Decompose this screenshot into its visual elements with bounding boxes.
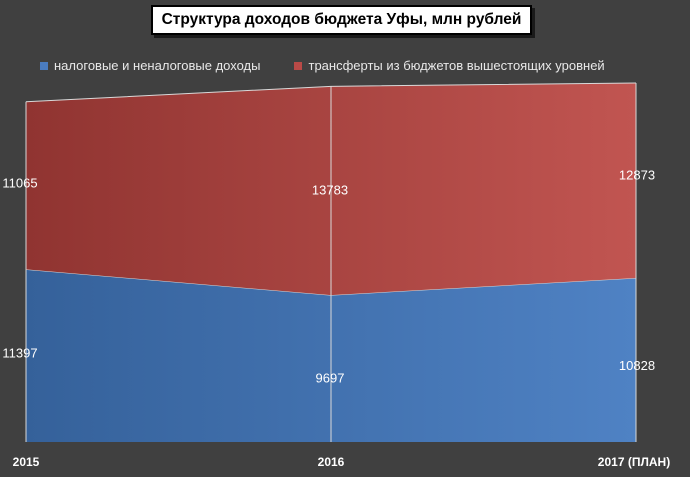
x-tick-label: 2015	[13, 455, 40, 469]
legend-label-transfers: трансферты из бюджетов вышестоящих уровн…	[308, 58, 605, 73]
data-label: 13783	[312, 183, 348, 198]
legend-swatch-red	[294, 61, 303, 70]
data-label: 11397	[2, 346, 37, 361]
data-label: 10828	[619, 358, 655, 373]
legend-item-tax-revenue: налоговые и неналоговые доходы	[40, 58, 260, 73]
data-label: 11065	[2, 176, 37, 191]
chart-title: Структура доходов бюджета Уфы, млн рубле…	[151, 5, 532, 35]
chart-legend: налоговые и неналоговые доходы трансферт…	[40, 58, 605, 73]
legend-label-tax-revenue: налоговые и неналоговые доходы	[54, 58, 261, 73]
data-label: 9697	[316, 371, 345, 386]
x-tick-label: 2016	[318, 455, 345, 469]
legend-swatch-blue	[40, 61, 48, 70]
x-tick-label: 2017 (ПЛАН)	[598, 455, 670, 469]
data-label: 12873	[619, 167, 655, 182]
legend-item-transfers: трансферты из бюджетов вышестоящих уровн…	[294, 58, 605, 73]
